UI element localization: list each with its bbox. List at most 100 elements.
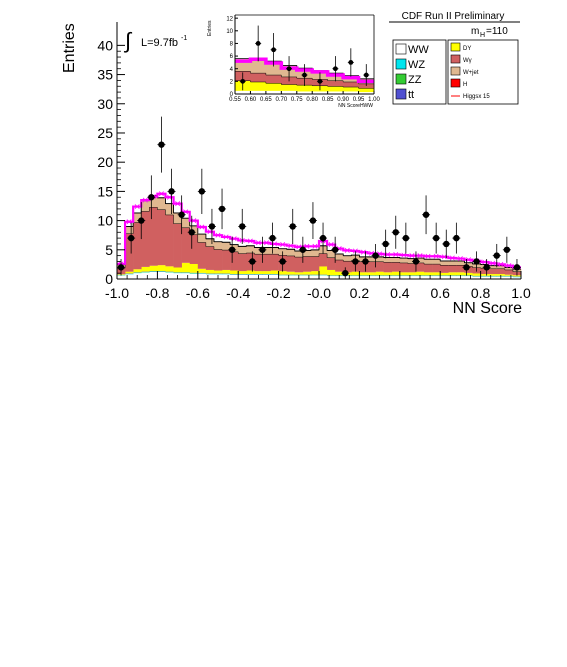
bar-dy-8: [181, 262, 191, 273]
bar-ww-3: [281, 90, 298, 94]
bar-wjet-42: [456, 261, 465, 266]
bar-dy-30: [359, 272, 368, 276]
legend-label-dy: DY: [463, 46, 471, 52]
data-point-8: [363, 72, 369, 78]
data-point-23: [352, 258, 359, 265]
signal-marker-34: [393, 251, 399, 257]
bar-dy-17: [254, 271, 263, 275]
bar-wgamma-10: [197, 242, 207, 269]
bar-dy-2: [133, 269, 142, 273]
bar-dy-24: [310, 271, 320, 275]
bar-dy-7: [173, 267, 182, 273]
bar-wgamma-24: [310, 256, 320, 272]
bar-dy-4: [296, 85, 313, 92]
bar-dy-9: [189, 263, 199, 273]
x-tick-label-1: 0.60: [245, 97, 257, 103]
bar-dy-47: [496, 274, 506, 276]
bar-wjet-2: [133, 213, 142, 223]
bar-dy-19: [270, 270, 279, 275]
data-point-37: [493, 252, 500, 259]
signal-marker-37: [417, 253, 423, 259]
bar-wjet-11: [205, 238, 215, 247]
signal-marker-10: [199, 224, 205, 230]
bar-ww-2: [265, 90, 282, 94]
bar-ww-6: [327, 91, 344, 94]
bar-wjet-19: [270, 247, 279, 255]
bar-wgamma-7: [343, 81, 359, 88]
bar-dy-34: [391, 271, 401, 276]
bar-wgamma-36: [407, 263, 417, 273]
x-tick-label-2: 0.65: [260, 97, 272, 103]
bar-dy-27: [335, 271, 344, 276]
bar-ww-41: [448, 276, 457, 279]
data-point-10: [218, 205, 226, 213]
bar-wgamma-5: [157, 209, 166, 266]
signal-marker-41: [449, 255, 455, 261]
signal-marker-9: [191, 218, 197, 224]
bar-dy-42: [456, 272, 465, 276]
bar-dy-32: [375, 271, 384, 276]
bar-wgamma-26: [327, 257, 336, 270]
data-point-7: [188, 229, 195, 236]
bar-wgamma-45: [480, 268, 489, 275]
bar-ww-21: [286, 275, 296, 279]
bar-dy-41: [448, 272, 457, 276]
x-tick-label-4: -0.2: [267, 285, 291, 301]
luminosity-text: L=9.7fb: [141, 37, 178, 49]
data-point-27: [392, 229, 399, 236]
signal-marker-11: [207, 229, 213, 235]
bar-wjet-1: [250, 57, 267, 74]
bar-dy-48: [504, 274, 514, 276]
bar-dy-14: [230, 270, 239, 275]
data-point-6: [178, 211, 185, 218]
bar-wjet-31: [367, 257, 376, 262]
legend-label-wz: WZ: [408, 59, 425, 71]
x-tick-label-0: 0.55: [229, 97, 241, 103]
luminosity-label: ∫ L=9.7fb -1: [123, 28, 187, 53]
signal-marker-6: [167, 194, 173, 200]
data-point-24: [362, 258, 369, 265]
bar-ww-0: [235, 90, 251, 94]
signal-marker-33: [385, 251, 391, 257]
signal-marker-23: [304, 243, 310, 249]
data-point-21: [331, 246, 339, 253]
signal-marker-17: [255, 240, 261, 246]
legend-label-zz: ZZ: [408, 74, 422, 86]
bar-ww-20: [278, 275, 287, 279]
bar-ww-25: [319, 275, 328, 279]
x-tick-label-6: 0.85: [322, 97, 334, 103]
bar-ww-13: [222, 274, 231, 279]
bar-dy-12: [213, 270, 223, 274]
bar-wgamma-6: [165, 214, 174, 267]
data-point-36: [483, 264, 490, 271]
y-tick-label-5: 10: [226, 29, 233, 35]
bar-wgamma-9: [189, 234, 199, 264]
signal-marker-28: [344, 247, 350, 253]
signal-marker-35: [401, 252, 407, 258]
bar-wjet-8: [181, 218, 191, 228]
bar-dy-39: [432, 272, 441, 276]
bar-ww-1: [125, 274, 134, 279]
bar-ww-48: [504, 276, 514, 279]
bar-ww-26: [327, 276, 336, 279]
stack-outline: [116, 194, 521, 279]
data-point-5: [317, 78, 323, 84]
bar-dy-38: [424, 272, 433, 276]
y-tick-label-3: 6: [230, 54, 234, 60]
bar-dy-16: [246, 270, 255, 275]
bar-dy-4: [149, 265, 158, 271]
bar-wjet-24: [310, 250, 320, 257]
signal-marker-16: [247, 238, 253, 244]
main-axes-group: -1.0 -0.8 -0.6 -0.4 -0.2 -0.0 0.2 0.4 0.6 0.8 1.00…: [97, 22, 531, 301]
x-tick-label-8: 0.6: [430, 285, 450, 301]
bar-dy-45: [480, 274, 489, 276]
bar-wjet-5: [157, 197, 166, 210]
data-point-0: [117, 264, 125, 271]
mass-label: m H =110: [471, 26, 508, 39]
bar-ww-18: [262, 274, 271, 279]
bar-ww-1: [250, 90, 267, 94]
signal-marker-29: [352, 248, 358, 254]
signal-marker-5: [158, 191, 164, 197]
data-point-1: [127, 234, 135, 242]
